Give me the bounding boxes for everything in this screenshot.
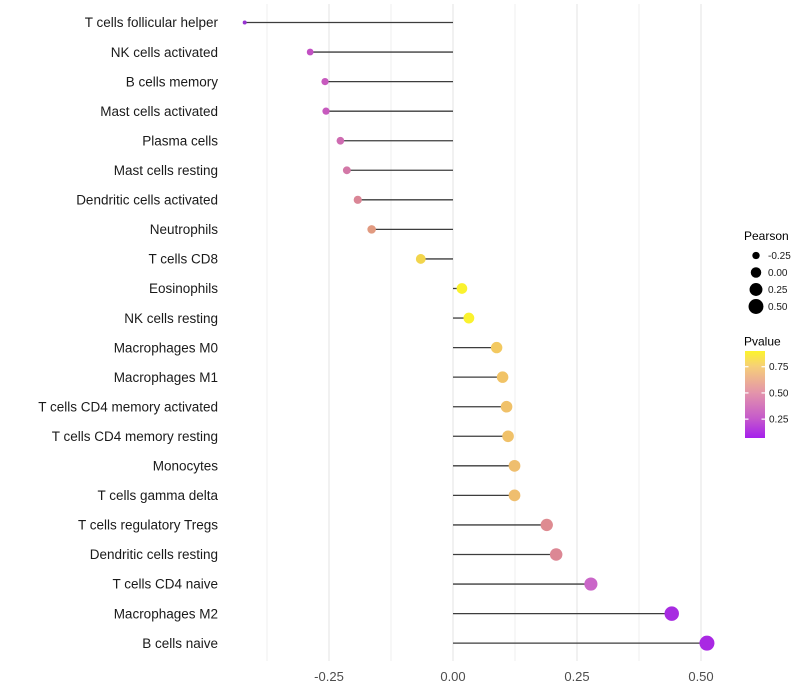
size-legend-dot [752, 251, 760, 260]
category-label: Plasma cells [142, 133, 218, 148]
lollipop-dot [664, 606, 679, 621]
color-legend-title: Pvalue [744, 335, 781, 349]
lollipop-dot [463, 312, 475, 324]
lollipop-dot [322, 107, 330, 115]
lollipop-dot [500, 400, 513, 413]
category-label: Mast cells activated [100, 104, 218, 119]
x-axis-tick-label: 0.00 [440, 669, 465, 684]
category-label: Macrophages M2 [114, 606, 218, 621]
lollipop-dot [508, 459, 521, 472]
x-axis-tick-label: -0.25 [314, 669, 344, 684]
category-label: B cells naive [142, 636, 218, 651]
size-legend-label: 0.50 [768, 302, 788, 313]
color-legend-label: 0.50 [769, 388, 789, 399]
size-legend-label: 0.00 [768, 268, 788, 279]
x-axis-tick-label: 0.25 [564, 669, 589, 684]
category-label: Dendritic cells activated [76, 193, 218, 208]
lollipop-dot [699, 635, 715, 651]
category-label: Neutrophils [150, 222, 219, 237]
color-legend-label: 0.75 [769, 362, 789, 373]
lollipop-dot [353, 195, 362, 204]
lollipop-dot [456, 283, 468, 294]
size-legend-dot [749, 283, 763, 296]
color-legend-label: 0.25 [769, 415, 789, 426]
lollipop-dot [490, 341, 503, 354]
lollipop-dot [242, 20, 247, 25]
lollipop-dot [508, 489, 521, 502]
category-label: T cells CD4 naive [112, 577, 218, 592]
lollipop-dot [584, 577, 598, 591]
category-label: NK cells activated [111, 45, 218, 60]
lollipop-dot [367, 225, 376, 234]
category-label: Mast cells resting [114, 163, 218, 178]
x-axis-tick-label: 0.50 [688, 669, 713, 684]
category-label: T cells gamma delta [97, 488, 218, 503]
category-label: T cells CD4 memory resting [52, 429, 218, 444]
category-label: T cells CD4 memory activated [38, 399, 218, 414]
category-label: T cells regulatory Tregs [78, 518, 218, 533]
lollipop-dot [415, 254, 426, 264]
category-label: Dendritic cells resting [90, 547, 218, 562]
size-legend-title: Pearson [744, 229, 789, 243]
category-label: B cells memory [126, 74, 219, 89]
size-legend-dot [748, 299, 764, 314]
category-label: NK cells resting [124, 311, 218, 326]
lollipop-dot [502, 430, 514, 443]
category-label: T cells CD8 [148, 252, 218, 267]
category-label: T cells follicular helper [85, 15, 219, 30]
lollipop-dot [306, 48, 314, 56]
category-label: Macrophages M1 [114, 370, 218, 385]
category-label: Eosinophils [149, 281, 218, 296]
lollipop-dot [549, 548, 563, 561]
lollipop-dot [540, 518, 553, 532]
lollipop-dot [321, 77, 329, 86]
pvalue-gradient-bar [745, 351, 765, 438]
lollipop-dot [342, 166, 351, 175]
size-legend-label: -0.25 [768, 251, 791, 262]
category-label: Macrophages M0 [114, 340, 218, 355]
category-label: Monocytes [153, 459, 219, 474]
size-legend-label: 0.25 [768, 285, 788, 296]
lollipop-dot [336, 136, 345, 145]
size-legend-dot [750, 267, 762, 278]
lollipop-dot [496, 371, 509, 383]
